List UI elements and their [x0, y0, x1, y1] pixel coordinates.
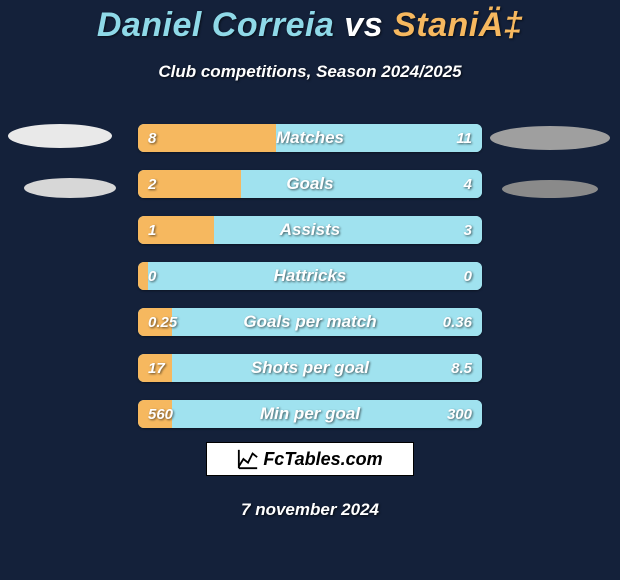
- stat-value-left: 8: [148, 124, 156, 152]
- stat-row: Min per goal560 300: [138, 400, 482, 428]
- subtitle: Club competitions, Season 2024/2025: [0, 62, 620, 82]
- stat-value-right: 300: [447, 400, 472, 428]
- stat-row: Goals per match0.25 0.36: [138, 308, 482, 336]
- stat-row: Hattricks0 0: [138, 262, 482, 290]
- stat-value-right: 0: [464, 262, 472, 290]
- comparison-title: Daniel Correia vs StaniÄ‡: [0, 6, 620, 45]
- stat-value-left: 17: [148, 354, 165, 382]
- stat-value-right: 11: [456, 124, 472, 152]
- stat-value-left: 0.25: [148, 308, 177, 336]
- stat-value-right: 3: [464, 216, 472, 244]
- stat-value-left: 1: [148, 216, 156, 244]
- stat-label: Goals: [138, 170, 482, 198]
- logo-text: FcTables.com: [263, 449, 382, 470]
- player2-shadow-large: [490, 126, 610, 150]
- stat-row: Matches8 11: [138, 124, 482, 152]
- footer-date: 7 november 2024: [0, 500, 620, 520]
- stat-value-right: 8.5: [451, 354, 472, 382]
- stat-value-right: 4: [464, 170, 472, 198]
- fctables-logo: FcTables.com: [206, 442, 414, 476]
- stat-label: Min per goal: [138, 400, 482, 428]
- stat-value-right: 0.36: [443, 308, 472, 336]
- player1-shadow-small: [24, 178, 116, 198]
- player2-name: StaniÄ‡: [393, 6, 523, 44]
- player2-shadow-small: [502, 180, 598, 198]
- stat-value-left: 2: [148, 170, 156, 198]
- stat-label: Assists: [138, 216, 482, 244]
- stat-bars: Matches8 11 Goals2 4 Assists1 3 Hattricks0 0 Goa…: [138, 124, 482, 446]
- stat-row: Assists1 3: [138, 216, 482, 244]
- stat-label: Matches: [138, 124, 482, 152]
- stat-row: Goals2 4: [138, 170, 482, 198]
- stat-row: Shots per goal17 8.5: [138, 354, 482, 382]
- player1-shadow-large: [8, 124, 112, 148]
- chart-icon: [237, 448, 259, 470]
- stat-label: Shots per goal: [138, 354, 482, 382]
- vs-text: vs: [344, 6, 383, 44]
- stat-label: Goals per match: [138, 308, 482, 336]
- stat-value-left: 0: [148, 262, 156, 290]
- stat-value-left: 560: [148, 400, 173, 428]
- stat-label: Hattricks: [138, 262, 482, 290]
- player1-name: Daniel Correia: [97, 6, 335, 44]
